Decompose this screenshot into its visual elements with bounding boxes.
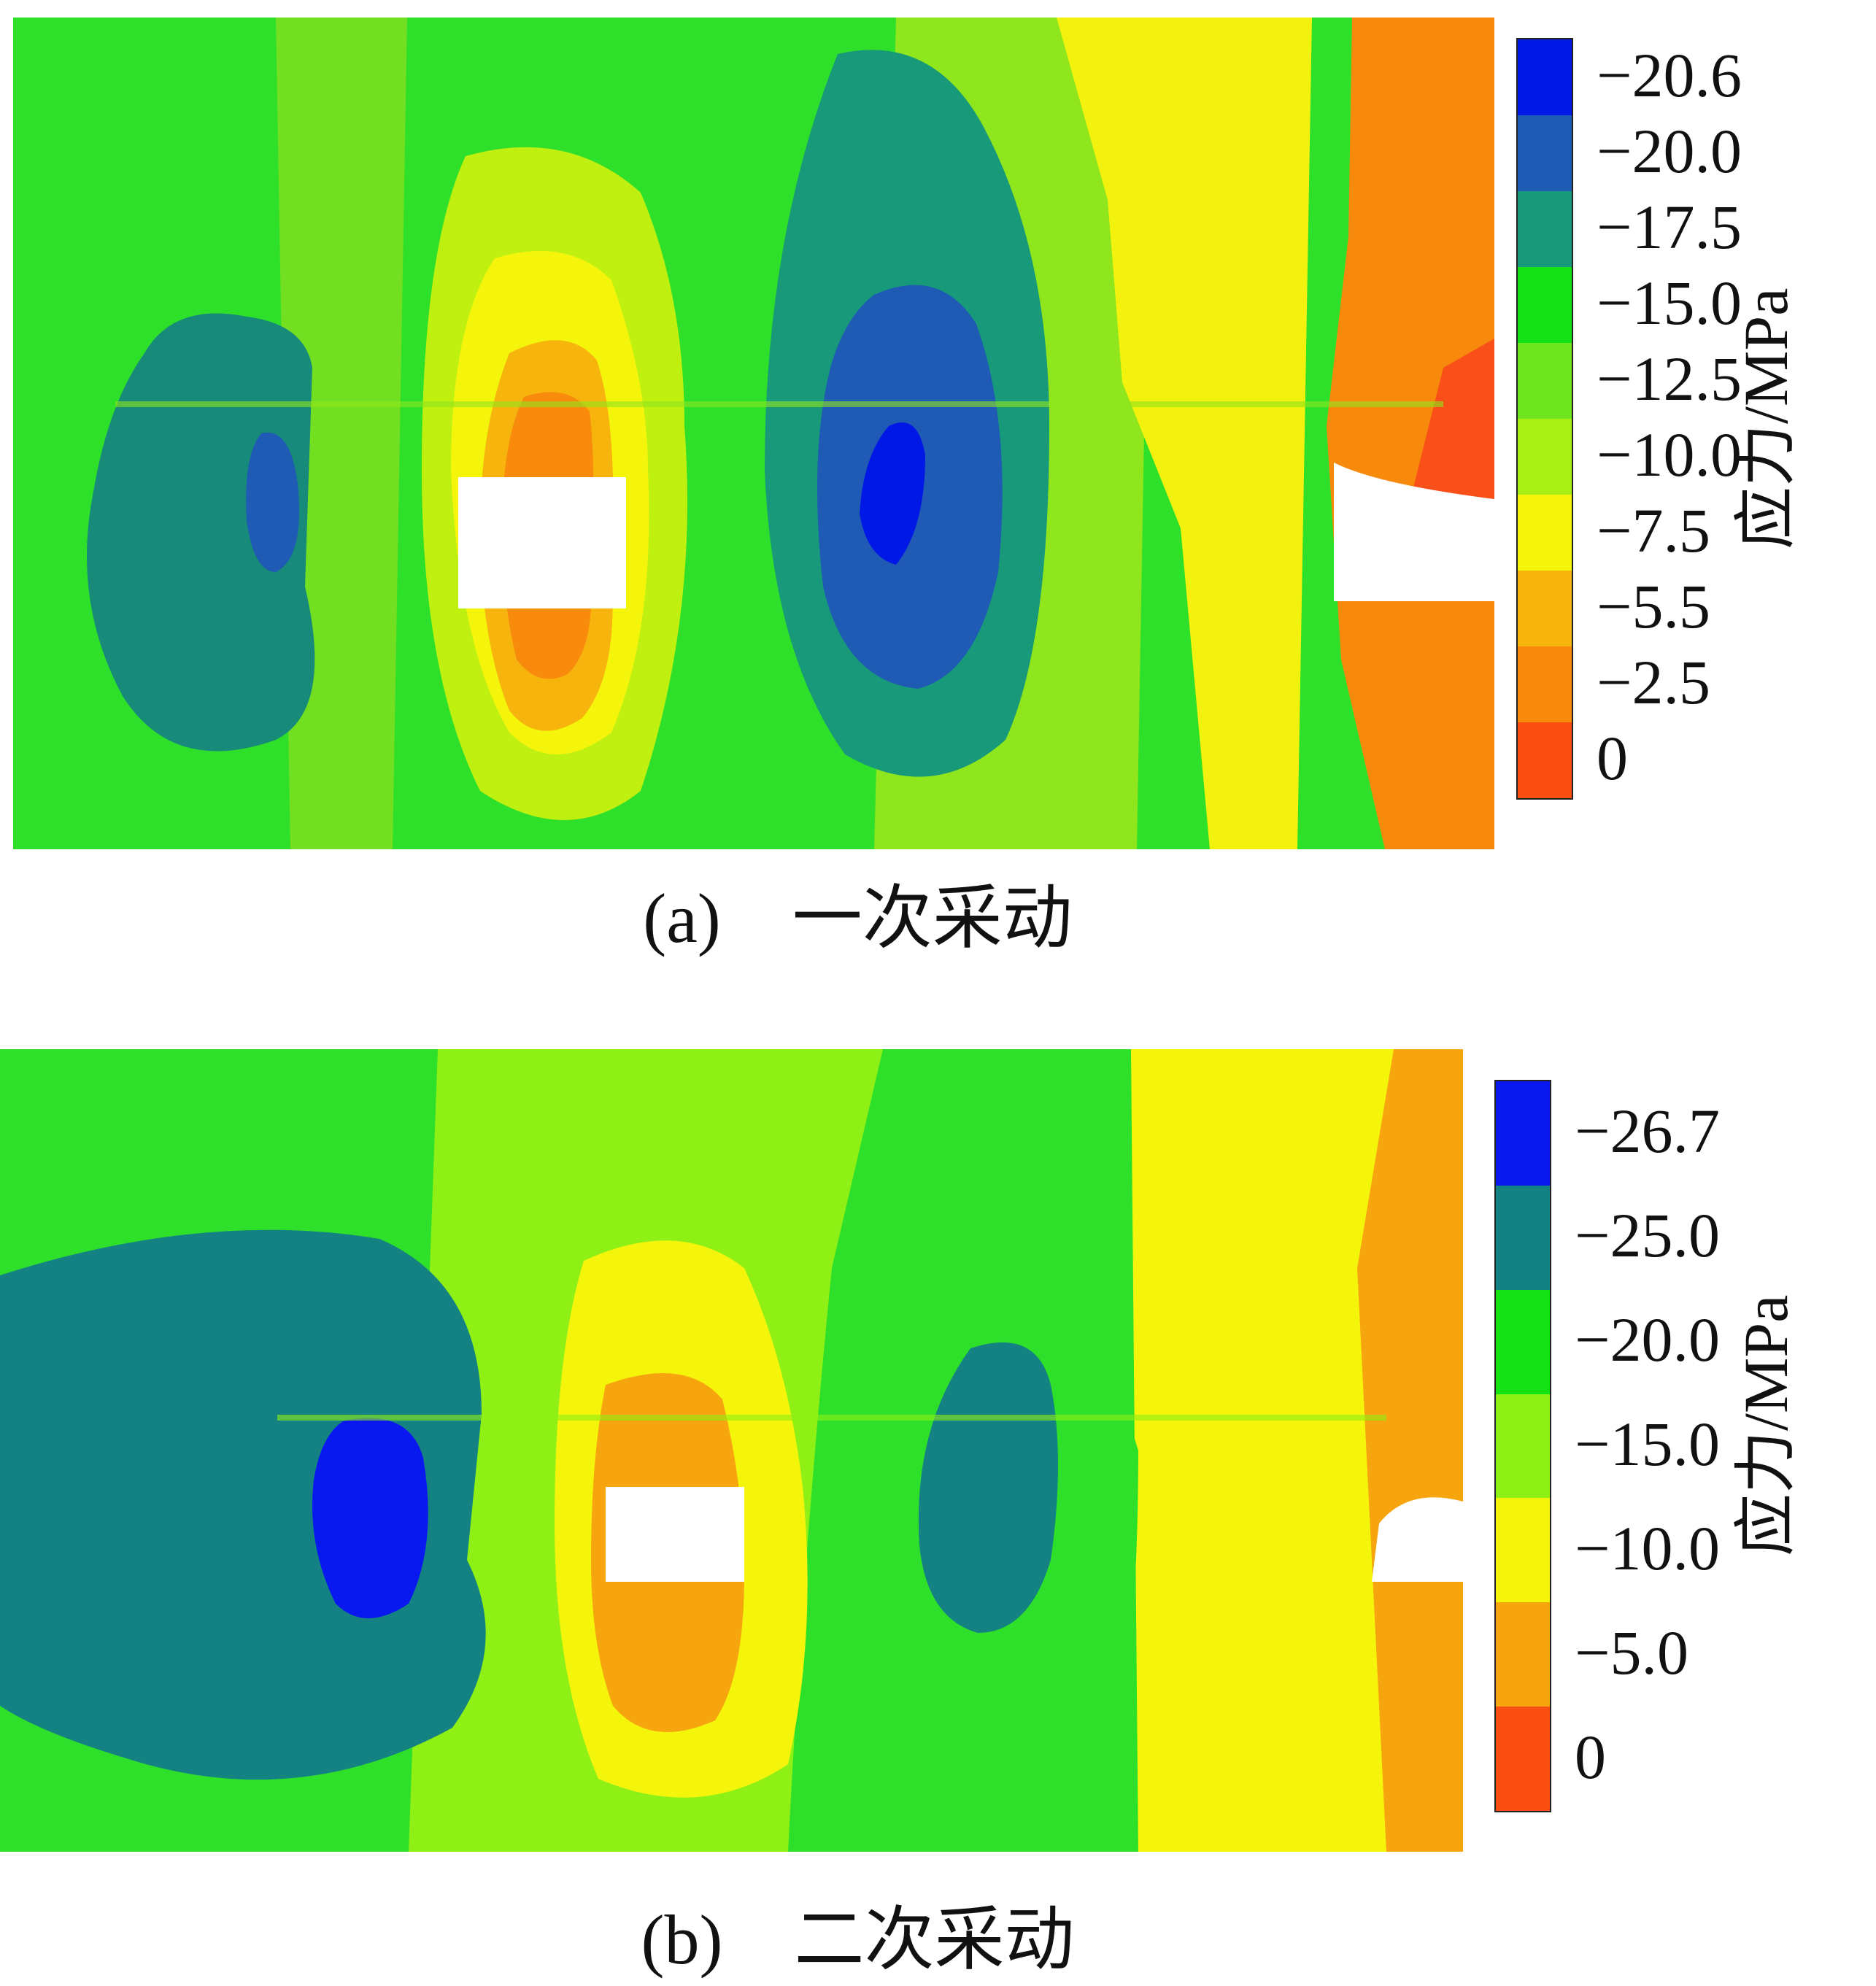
colorbar-tick-label: −7.5 <box>1597 495 1711 565</box>
colorbar-tick-label: −10.0 <box>1597 420 1742 490</box>
caption-a: (a) 一次采动 <box>0 861 1796 962</box>
stress-contour-map-b <box>0 1049 1463 1852</box>
excavation-gap-right <box>1372 1497 1463 1582</box>
colorbar-swatch <box>1518 39 1572 115</box>
colorbar-tick-label: 0 <box>1575 1721 1606 1792</box>
caption-a-text: 一次采动 <box>792 879 1073 957</box>
caption-b: (b) 二次采动 <box>0 1882 1796 1984</box>
colorbar-tick-label: −20.0 <box>1597 116 1742 186</box>
colorbar-swatch <box>1496 1289 1550 1394</box>
colorbar-swatch <box>1518 722 1572 798</box>
panel-b: −26.7 −25.0 −20.0 −15.0 −10.0 −5.0 0 应力/MPa (b… <box>0 1036 1876 1986</box>
colorbar-swatch <box>1518 191 1572 267</box>
lobe-blue-left <box>246 432 299 572</box>
colorbar-swatch <box>1518 646 1572 722</box>
colorbar-tick-label: −15.0 <box>1597 268 1742 338</box>
colorbar-swatch <box>1518 343 1572 419</box>
lobe-teal-left <box>0 1229 486 1780</box>
colorbar-tick-label: −5.0 <box>1575 1617 1689 1688</box>
colorbar-swatch <box>1496 1185 1550 1290</box>
colorbar-tick-label: −20.6 <box>1597 40 1742 110</box>
core-blue-right <box>860 422 925 565</box>
colorbar-a-title: 应力/MPa <box>1731 287 1801 549</box>
colorbar-tick-label: −17.5 <box>1597 192 1742 262</box>
band-yellow-right <box>1057 18 1312 849</box>
colorbar-b-title: 应力/MPa <box>1731 1294 1801 1556</box>
excavation-gap-center <box>606 1487 744 1582</box>
colorbar-swatch <box>1518 419 1572 495</box>
colorbar-swatch <box>1518 115 1572 191</box>
colorbar-swatch <box>1496 1498 1550 1603</box>
colorbar-swatch <box>1496 1602 1550 1707</box>
colorbar-tick-label: −20.0 <box>1575 1305 1721 1375</box>
band-yellow-right <box>1131 1049 1408 1852</box>
lobe-teal-left <box>87 313 315 751</box>
colorbar-a-frame <box>1516 38 1573 800</box>
colorbar-swatch <box>1518 267 1572 343</box>
colorbar-tick-label: −5.5 <box>1597 571 1711 641</box>
panel-a: −20.6 −20.0 −17.5 −15.0 −12.5 −10.0 −7.5 −5.5 −2… <box>0 0 1876 978</box>
colorbar-tick-label: 0 <box>1597 723 1628 793</box>
caption-b-label: (b) <box>641 1901 723 1979</box>
colorbar-swatch <box>1496 1081 1550 1186</box>
colorbar-tick-label: −12.5 <box>1597 344 1742 414</box>
colorbar-swatch <box>1496 1394 1550 1499</box>
caption-b-text: 二次采动 <box>794 1901 1075 1979</box>
excavation-gap-right <box>1334 463 1494 601</box>
colorbar-tick-label: −15.0 <box>1575 1409 1721 1479</box>
lobe-blue-left <box>312 1418 428 1618</box>
colorbar-swatch <box>1496 1707 1550 1811</box>
band-orange-right <box>1327 18 1494 849</box>
colorbar-b-frame <box>1494 1080 1551 1812</box>
stress-contour-map-a <box>13 18 1494 849</box>
band-orange-right <box>1357 1049 1463 1852</box>
excavation-gap-center <box>458 477 626 608</box>
colorbar-tick-label: −2.5 <box>1597 647 1711 717</box>
colorbar-tick-label: −10.0 <box>1575 1512 1721 1583</box>
caption-a-label: (a) <box>643 879 721 957</box>
colorbar-tick-label: −25.0 <box>1575 1200 1721 1271</box>
colorbar-swatch <box>1518 571 1572 646</box>
colorbar-swatch <box>1518 495 1572 571</box>
colorbar-tick-label: −26.7 <box>1575 1096 1721 1167</box>
